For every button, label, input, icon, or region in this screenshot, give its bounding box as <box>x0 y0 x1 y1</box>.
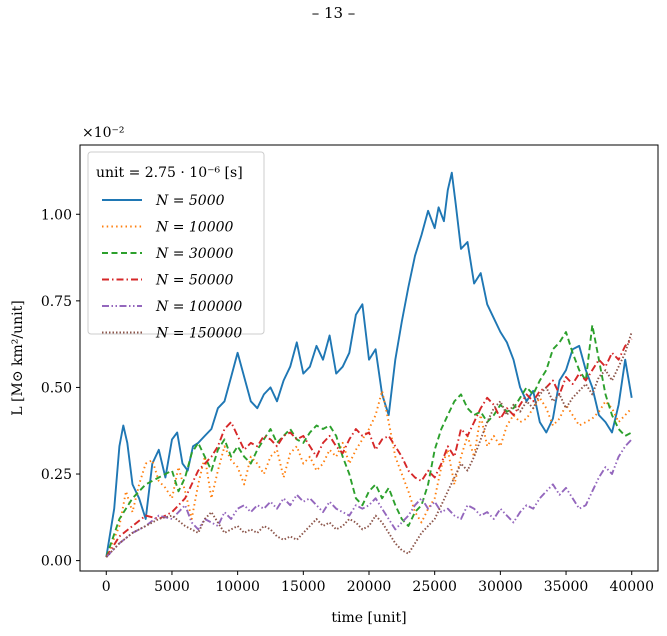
series-layer <box>105 171 633 558</box>
legend: unit = 2.75 · 10⁻⁶ [s] N = 5000 N = 10000… <box>87 151 265 342</box>
legend-title: unit = 2.75 · 10⁻⁶ [s] <box>96 165 243 181</box>
x-tick-label: 5000 <box>154 579 190 595</box>
series-line-3 <box>105 324 633 558</box>
legend-label-6: N = 150000 <box>155 326 242 342</box>
x-tick-label: 30000 <box>478 579 523 595</box>
series-line-5 <box>105 438 633 558</box>
page-number: – 13 – <box>311 4 356 22</box>
x-tick-label: 35000 <box>544 579 589 595</box>
y-axis-offset-label: ×10⁻² <box>82 125 125 141</box>
legend-label-3: N = 30000 <box>155 246 234 262</box>
series-line-6 <box>105 331 633 558</box>
legend-label-4: N = 50000 <box>155 273 234 289</box>
y-tick-label: 0.25 <box>41 467 72 483</box>
x-tick-label: 20000 <box>347 579 392 595</box>
y-tick-label: 0.00 <box>41 554 72 570</box>
x-axis: 0 5000 10000 15000 20000 25000 30000 35000 40000 <box>102 571 654 595</box>
legend-label-5: N = 100000 <box>155 299 242 315</box>
x-tick-label: 15000 <box>281 579 326 595</box>
series-line-4 <box>105 338 633 558</box>
legend-label-1: N = 5000 <box>155 193 225 209</box>
x-tick-label: 25000 <box>412 579 457 595</box>
y-axis: 0.00 0.25 0.50 0.75 1.00 <box>41 207 80 570</box>
y-tick-label: 0.50 <box>41 380 72 396</box>
x-axis-label: time [unit] <box>331 610 406 626</box>
x-tick-label: 40000 <box>609 579 654 595</box>
y-axis-label: L [M⊙ km²/unit] <box>10 300 26 415</box>
y-tick-label: 0.75 <box>41 294 72 310</box>
legend-box <box>87 151 265 335</box>
x-tick-label: 0 <box>102 579 111 595</box>
legend-label-2: N = 10000 <box>155 220 234 236</box>
x-tick-label: 10000 <box>215 579 260 595</box>
y-tick-label: 1.00 <box>41 207 72 223</box>
